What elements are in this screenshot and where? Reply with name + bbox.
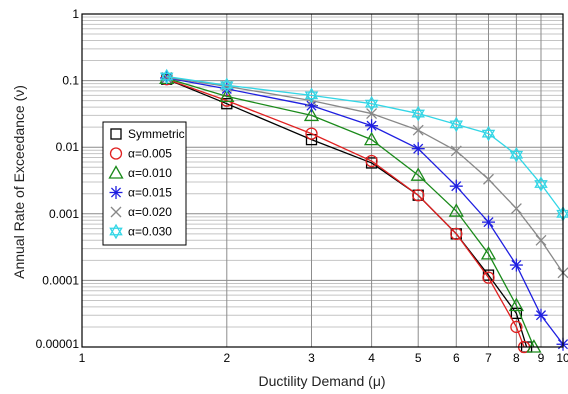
x-tick-label: 6 <box>453 351 460 365</box>
data-point <box>219 88 235 103</box>
data-point <box>482 271 495 284</box>
data-point <box>480 246 497 260</box>
data-point <box>412 124 424 136</box>
data-point <box>410 167 426 181</box>
legend-box <box>102 121 187 246</box>
y-axis-title: Annual Rate of Exceedance (ν) <box>11 85 27 279</box>
legend-item: α=0.010 <box>108 165 172 180</box>
data-point <box>450 145 462 157</box>
data-point <box>364 95 379 112</box>
data-point <box>221 80 233 92</box>
series-layer <box>159 68 568 354</box>
data-point <box>449 179 463 193</box>
legend-marker <box>109 147 123 160</box>
series-line <box>166 75 564 215</box>
data-point <box>305 127 318 140</box>
grid <box>81 14 564 348</box>
y-tick-label: 0.01 <box>56 140 80 154</box>
data-point <box>510 320 523 334</box>
legend-label: α=0.020 <box>128 205 172 219</box>
data-point <box>526 339 542 353</box>
legend-label: α=0.015 <box>128 186 172 200</box>
x-tick-label: 8 <box>513 351 520 365</box>
legend-marker <box>110 206 122 218</box>
data-point <box>365 154 378 168</box>
legend: Symmetric α=0.005 α=0.010 α=0.015 α=0.020 α=0… <box>102 121 187 246</box>
data-point <box>412 189 425 202</box>
y-tick-label: 0.00001 <box>36 337 80 351</box>
y-tick-label: 0.001 <box>49 207 79 221</box>
y-tick-label: 0.1 <box>62 74 79 88</box>
data-point <box>448 203 464 217</box>
data-point <box>365 119 379 133</box>
legend-item: Symmetric <box>110 127 185 141</box>
data-point <box>483 173 494 185</box>
x-tick-label: 10 <box>556 351 568 365</box>
legend-marker <box>109 223 123 240</box>
data-point <box>159 68 174 85</box>
data-point <box>534 176 548 192</box>
data-point <box>304 87 319 104</box>
data-point <box>411 105 425 122</box>
x-axis-title: Ductility Demand (μ) <box>258 373 385 389</box>
data-point <box>481 125 496 142</box>
plot-frame <box>81 13 564 348</box>
x-tick-label: 5 <box>415 351 422 365</box>
legend-item: α=0.005 <box>109 147 172 161</box>
legend-label: α=0.005 <box>128 147 172 161</box>
data-point <box>411 142 425 156</box>
legend-label: Symmetric <box>128 127 185 141</box>
data-point <box>509 146 524 163</box>
legend-marker <box>110 128 122 140</box>
x-tick-label: 7 <box>485 351 492 365</box>
series-line <box>166 77 535 348</box>
data-point <box>535 234 547 246</box>
legend-item: α=0.015 <box>109 186 172 200</box>
legend-label: α=0.030 <box>128 225 172 239</box>
legend-label: α=0.010 <box>128 166 172 180</box>
y-tick-label: 0.0001 <box>42 273 79 287</box>
x-tick-label: 9 <box>538 351 545 365</box>
legend-item: α=0.020 <box>110 205 172 219</box>
legend-item: α=0.030 <box>109 223 172 240</box>
data-point <box>366 108 378 120</box>
data-point <box>220 77 234 94</box>
data-point <box>509 258 523 272</box>
series-line <box>166 76 564 274</box>
x-tick-label: 2 <box>223 351 230 365</box>
tick-labels: 1 2 3 4 5 6 7 8 9 10 0.00001 0.0001 0.001 0.01 0.1 1 <box>36 7 568 365</box>
x-tick-label: 1 <box>79 351 86 365</box>
data-point <box>510 203 522 214</box>
data-point <box>534 308 548 322</box>
x-tick-label: 3 <box>308 351 315 365</box>
data-point <box>161 71 173 83</box>
x-tick-label: 4 <box>368 351 375 365</box>
data-point <box>363 131 380 146</box>
legend-marker <box>108 165 124 179</box>
data-point <box>449 116 464 133</box>
series-3 <box>159 70 542 353</box>
data-point <box>450 227 463 240</box>
series-line <box>166 78 525 348</box>
data-point <box>508 297 525 312</box>
data-point <box>510 307 523 320</box>
y-tick-label: 1 <box>72 7 79 21</box>
series-6 <box>159 68 568 222</box>
legend-marker <box>109 186 123 199</box>
data-point <box>305 133 318 146</box>
data-point <box>481 215 495 229</box>
data-point <box>303 107 320 122</box>
series-line <box>166 77 564 345</box>
